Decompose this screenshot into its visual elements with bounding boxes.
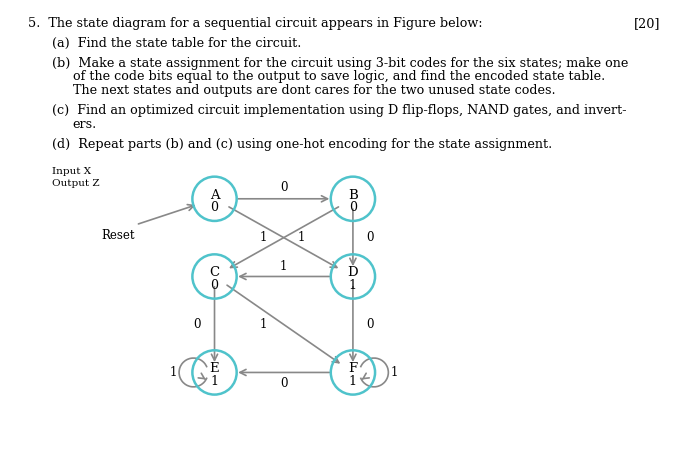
Text: (a)  Find the state table for the circuit.: (a) Find the state table for the circuit… bbox=[52, 37, 301, 49]
Text: (b)  Make a state assignment for the circuit using 3-bit codes for the six state: (b) Make a state assignment for the circ… bbox=[52, 57, 628, 69]
Text: 0: 0 bbox=[280, 377, 287, 390]
Text: [20]: [20] bbox=[635, 17, 661, 30]
Text: Input X
Output Z: Input X Output Z bbox=[52, 167, 100, 188]
Text: (d)  Repeat parts (b) and (c) using one-hot encoding for the state assignment.: (d) Repeat parts (b) and (c) using one-h… bbox=[52, 138, 552, 151]
Text: of the code bits equal to the output to save logic, and find the encoded state t: of the code bits equal to the output to … bbox=[73, 70, 605, 83]
Text: 1: 1 bbox=[170, 366, 176, 379]
Text: 0: 0 bbox=[210, 202, 219, 214]
Text: The next states and outputs are dont cares for the two unused state codes.: The next states and outputs are dont car… bbox=[73, 84, 555, 97]
Text: F: F bbox=[348, 362, 358, 375]
Text: C: C bbox=[210, 266, 219, 279]
Text: 1: 1 bbox=[349, 375, 357, 388]
Text: 0: 0 bbox=[210, 279, 219, 292]
Text: (c)  Find an optimized circuit implementation using D flip-flops, NAND gates, an: (c) Find an optimized circuit implementa… bbox=[52, 104, 626, 117]
Text: 1: 1 bbox=[280, 260, 287, 273]
Text: 5.  The state diagram for a sequential circuit appears in Figure below:: 5. The state diagram for a sequential ci… bbox=[28, 17, 482, 30]
Text: 0: 0 bbox=[194, 318, 201, 331]
Text: D: D bbox=[347, 266, 358, 279]
Text: 1: 1 bbox=[298, 231, 304, 244]
Text: 1: 1 bbox=[260, 231, 266, 244]
Text: 0: 0 bbox=[349, 202, 357, 214]
Text: ers.: ers. bbox=[73, 118, 97, 131]
Text: E: E bbox=[210, 362, 219, 375]
Text: 1: 1 bbox=[349, 279, 357, 292]
Text: Reset: Reset bbox=[102, 228, 135, 241]
Text: B: B bbox=[348, 189, 358, 202]
Text: 1: 1 bbox=[210, 375, 219, 388]
Text: 0: 0 bbox=[367, 231, 374, 244]
Text: 0: 0 bbox=[367, 318, 374, 331]
Text: A: A bbox=[210, 189, 219, 202]
Text: 0: 0 bbox=[280, 181, 287, 194]
Text: 1: 1 bbox=[391, 366, 398, 379]
Text: 1: 1 bbox=[260, 318, 266, 331]
